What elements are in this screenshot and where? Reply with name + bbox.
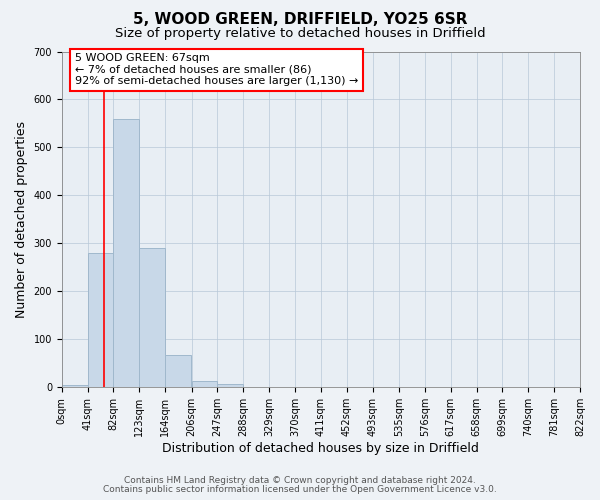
- Bar: [217, 384, 244, 388]
- Text: Contains HM Land Registry data © Crown copyright and database right 2024.: Contains HM Land Registry data © Crown c…: [124, 476, 476, 485]
- Bar: [139, 248, 165, 388]
- Bar: [113, 118, 139, 388]
- Bar: [165, 355, 191, 388]
- Bar: [88, 253, 113, 388]
- Text: 5 WOOD GREEN: 67sqm
← 7% of detached houses are smaller (86)
92% of semi-detache: 5 WOOD GREEN: 67sqm ← 7% of detached hou…: [75, 53, 358, 86]
- Text: 5, WOOD GREEN, DRIFFIELD, YO25 6SR: 5, WOOD GREEN, DRIFFIELD, YO25 6SR: [133, 12, 467, 28]
- Text: Contains public sector information licensed under the Open Government Licence v3: Contains public sector information licen…: [103, 485, 497, 494]
- Bar: [62, 385, 88, 388]
- X-axis label: Distribution of detached houses by size in Driffield: Distribution of detached houses by size …: [163, 442, 479, 455]
- Y-axis label: Number of detached properties: Number of detached properties: [15, 121, 28, 318]
- Bar: [191, 380, 217, 388]
- Text: Size of property relative to detached houses in Driffield: Size of property relative to detached ho…: [115, 28, 485, 40]
